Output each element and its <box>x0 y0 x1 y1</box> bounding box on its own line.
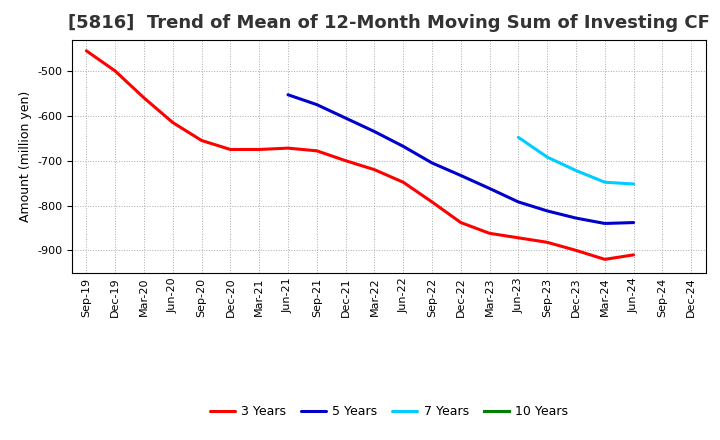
7 Years <box>629 181 638 187</box>
3 Years <box>82 48 91 53</box>
3 Years <box>255 147 264 152</box>
5 Years <box>485 186 494 191</box>
5 Years <box>600 221 609 226</box>
3 Years <box>140 95 148 100</box>
5 Years <box>514 199 523 205</box>
3 Years <box>312 148 321 154</box>
5 Years <box>284 92 292 97</box>
3 Years <box>341 158 350 163</box>
3 Years <box>111 68 120 73</box>
3 Years <box>399 180 408 185</box>
3 Years <box>456 220 465 225</box>
5 Years <box>629 220 638 225</box>
Title: [5816]  Trend of Mean of 12-Month Moving Sum of Investing CF: [5816] Trend of Mean of 12-Month Moving … <box>68 15 710 33</box>
3 Years <box>168 120 177 125</box>
3 Years <box>370 167 379 172</box>
3 Years <box>572 248 580 253</box>
5 Years <box>572 216 580 221</box>
3 Years <box>284 146 292 151</box>
3 Years <box>428 199 436 205</box>
Legend: 3 Years, 5 Years, 7 Years, 10 Years: 3 Years, 5 Years, 7 Years, 10 Years <box>204 400 573 423</box>
7 Years <box>514 135 523 140</box>
3 Years <box>197 138 206 143</box>
5 Years <box>428 160 436 165</box>
5 Years <box>370 129 379 134</box>
5 Years <box>312 102 321 107</box>
Line: 3 Years: 3 Years <box>86 51 634 259</box>
5 Years <box>456 173 465 178</box>
3 Years <box>485 231 494 236</box>
3 Years <box>226 147 235 152</box>
5 Years <box>543 208 552 213</box>
3 Years <box>600 257 609 262</box>
3 Years <box>543 240 552 245</box>
7 Years <box>543 154 552 160</box>
5 Years <box>341 115 350 121</box>
Line: 7 Years: 7 Years <box>518 137 634 184</box>
Line: 5 Years: 5 Years <box>288 95 634 224</box>
3 Years <box>629 252 638 257</box>
5 Years <box>399 144 408 149</box>
3 Years <box>514 235 523 240</box>
7 Years <box>600 180 609 185</box>
7 Years <box>572 168 580 173</box>
Y-axis label: Amount (million yen): Amount (million yen) <box>19 91 32 222</box>
